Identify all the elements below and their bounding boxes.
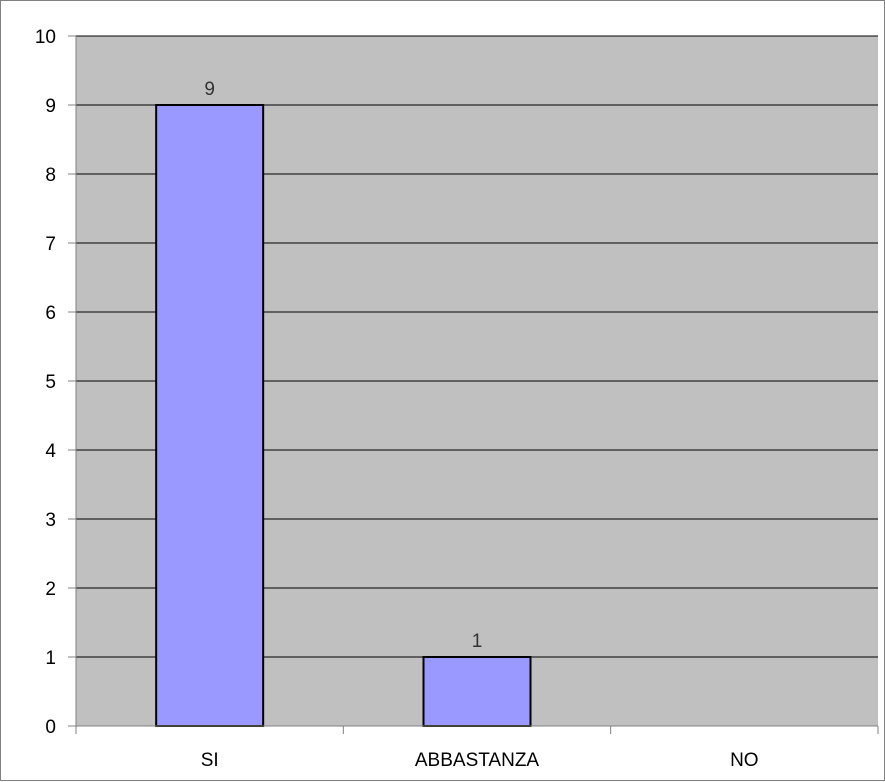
x-tick-label-si: SI <box>201 750 219 771</box>
data-labels: 91 <box>204 79 482 652</box>
data-label-abbastanza: 1 <box>472 631 483 652</box>
data-label-si: 9 <box>204 79 215 100</box>
y-tick-label-3: 3 <box>45 510 56 531</box>
y-tick-label-6: 6 <box>45 303 56 324</box>
y-tick-label-10: 10 <box>35 27 56 48</box>
y-tick-label-7: 7 <box>45 234 56 255</box>
y-tick-label-0: 0 <box>45 717 56 738</box>
y-tick-label-2: 2 <box>45 579 56 600</box>
bar-si <box>155 104 265 727</box>
bar-abbastanza <box>422 656 532 727</box>
bars <box>155 104 532 727</box>
y-axis-ticks: 0 1 2 3 4 5 6 7 8 9 10 <box>35 27 76 738</box>
x-axis-ticks: SI ABBASTANZA NO <box>75 726 879 771</box>
y-tick-label-4: 4 <box>45 441 56 462</box>
y-tick-label-5: 5 <box>45 372 56 393</box>
y-tick-label-1: 1 <box>45 648 56 669</box>
y-tick-label-8: 8 <box>45 165 56 186</box>
y-tick-label-9: 9 <box>45 96 56 117</box>
x-tick-label-abbastanza: ABBASTANZA <box>415 750 540 771</box>
x-tick-label-no: NO <box>730 750 759 771</box>
